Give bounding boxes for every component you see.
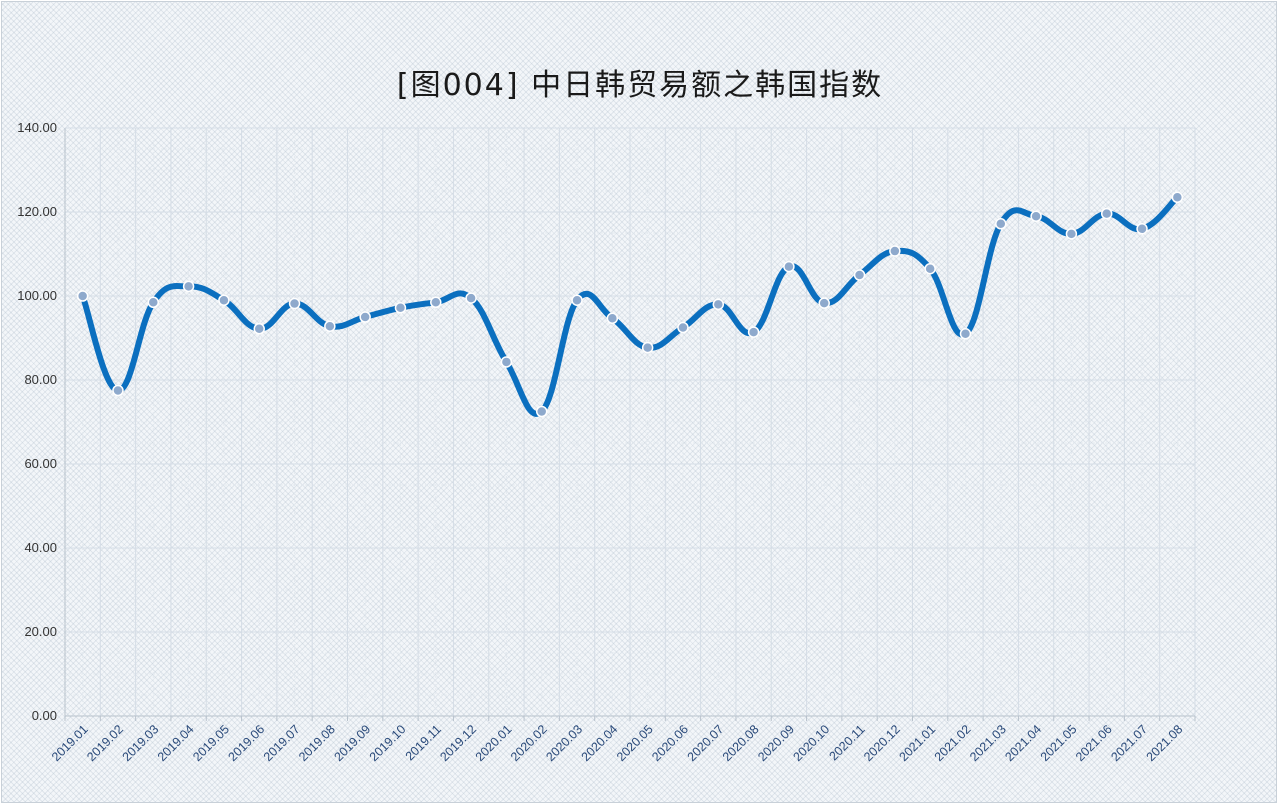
x-tick-label: 2020.03 <box>543 722 585 764</box>
data-point <box>1065 228 1078 240</box>
axes <box>64 128 1196 721</box>
x-tick-label: 2019.02 <box>84 722 126 764</box>
data-point <box>112 384 124 397</box>
data-point <box>571 294 583 306</box>
data-point <box>1100 207 1113 220</box>
data-point <box>288 297 301 310</box>
y-tick-label: 40.00 <box>24 540 57 555</box>
x-tick-label: 2019.07 <box>261 722 303 764</box>
x-tick-labels: 2019.012019.022019.032019.042019.052019.… <box>49 722 1186 764</box>
data-point <box>712 298 725 311</box>
x-tick-label: 2020.09 <box>755 722 797 764</box>
x-tick-label: 2020.04 <box>579 722 621 764</box>
data-point <box>500 356 513 368</box>
data-point <box>430 296 442 309</box>
y-tick-label: 80.00 <box>24 372 57 387</box>
data-point <box>76 290 89 302</box>
x-tick-label: 2019.10 <box>367 722 409 764</box>
x-tick-label: 2020.11 <box>826 722 867 763</box>
x-tick-label: 2019.12 <box>437 722 479 764</box>
x-tick-label: 2019.09 <box>331 722 373 764</box>
x-tick-label: 2019.04 <box>155 722 197 764</box>
data-point <box>324 320 336 332</box>
x-tick-label: 2021.08 <box>1144 722 1186 764</box>
data-point <box>853 269 866 281</box>
x-tick-label: 2020.05 <box>614 722 656 764</box>
x-tick-label: 2020.12 <box>861 722 903 764</box>
x-tick-label: 2019.03 <box>120 722 162 764</box>
data-point <box>465 292 477 304</box>
x-tick-label: 2021.02 <box>932 722 974 764</box>
data-point <box>535 405 548 418</box>
data-point <box>783 260 795 273</box>
y-tick-label: 60.00 <box>24 456 57 471</box>
data-point <box>182 280 195 293</box>
x-tick-label: 2020.02 <box>508 722 550 764</box>
x-tick-label: 2020.10 <box>790 722 832 764</box>
x-tick-label: 2021.07 <box>1108 722 1150 764</box>
data-point <box>394 302 407 314</box>
data-point <box>606 312 619 325</box>
gridlines <box>64 127 1196 717</box>
x-tick-label: 2020.07 <box>685 722 727 764</box>
x-tick-label: 2021.01 <box>896 722 938 764</box>
y-tick-label: 20.00 <box>24 624 57 639</box>
data-point <box>1030 210 1042 222</box>
x-tick-label: 2019.08 <box>296 722 338 764</box>
x-tick-label: 2019.06 <box>225 722 267 764</box>
data-point <box>924 262 936 275</box>
data-point <box>359 311 371 323</box>
data-point <box>959 328 972 340</box>
data-point <box>253 323 265 335</box>
y-tick-labels: 0.00 20.00 40.00 60.00 80.00 100.00 120.00 140.… <box>17 120 57 723</box>
x-tick-label: 2019.11 <box>403 722 444 763</box>
x-tick-label: 2020.06 <box>649 722 691 764</box>
x-tick-label: 2020.08 <box>720 722 762 764</box>
x-tick-label: 2020.01 <box>473 722 515 764</box>
data-point <box>889 245 901 257</box>
series-layer <box>76 191 1184 418</box>
x-tick-label: 2019.05 <box>190 722 232 764</box>
data-point <box>218 294 230 306</box>
data-point <box>995 218 1007 230</box>
x-tick-label: 2021.04 <box>1002 722 1044 764</box>
data-point <box>677 321 689 334</box>
y-tick-label: 100.00 <box>17 288 57 303</box>
y-tick-label: 120.00 <box>17 204 57 219</box>
data-point <box>818 297 830 309</box>
data-point <box>747 326 760 338</box>
data-point <box>1171 191 1184 204</box>
y-tick-label: 0.00 <box>32 708 57 723</box>
x-tick-label: 2019.01 <box>49 722 91 764</box>
data-point <box>1136 223 1148 235</box>
chart-title: [图004] 中日韩贸易额之韩国指数 <box>396 68 884 103</box>
data-point <box>641 341 654 354</box>
x-tick-label: 2021.03 <box>967 722 1009 764</box>
x-tick-label: 2021.05 <box>1038 722 1080 764</box>
data-point <box>147 296 160 309</box>
y-tick-label: 140.00 <box>17 120 57 135</box>
x-tick-label: 2021.06 <box>1073 722 1115 764</box>
